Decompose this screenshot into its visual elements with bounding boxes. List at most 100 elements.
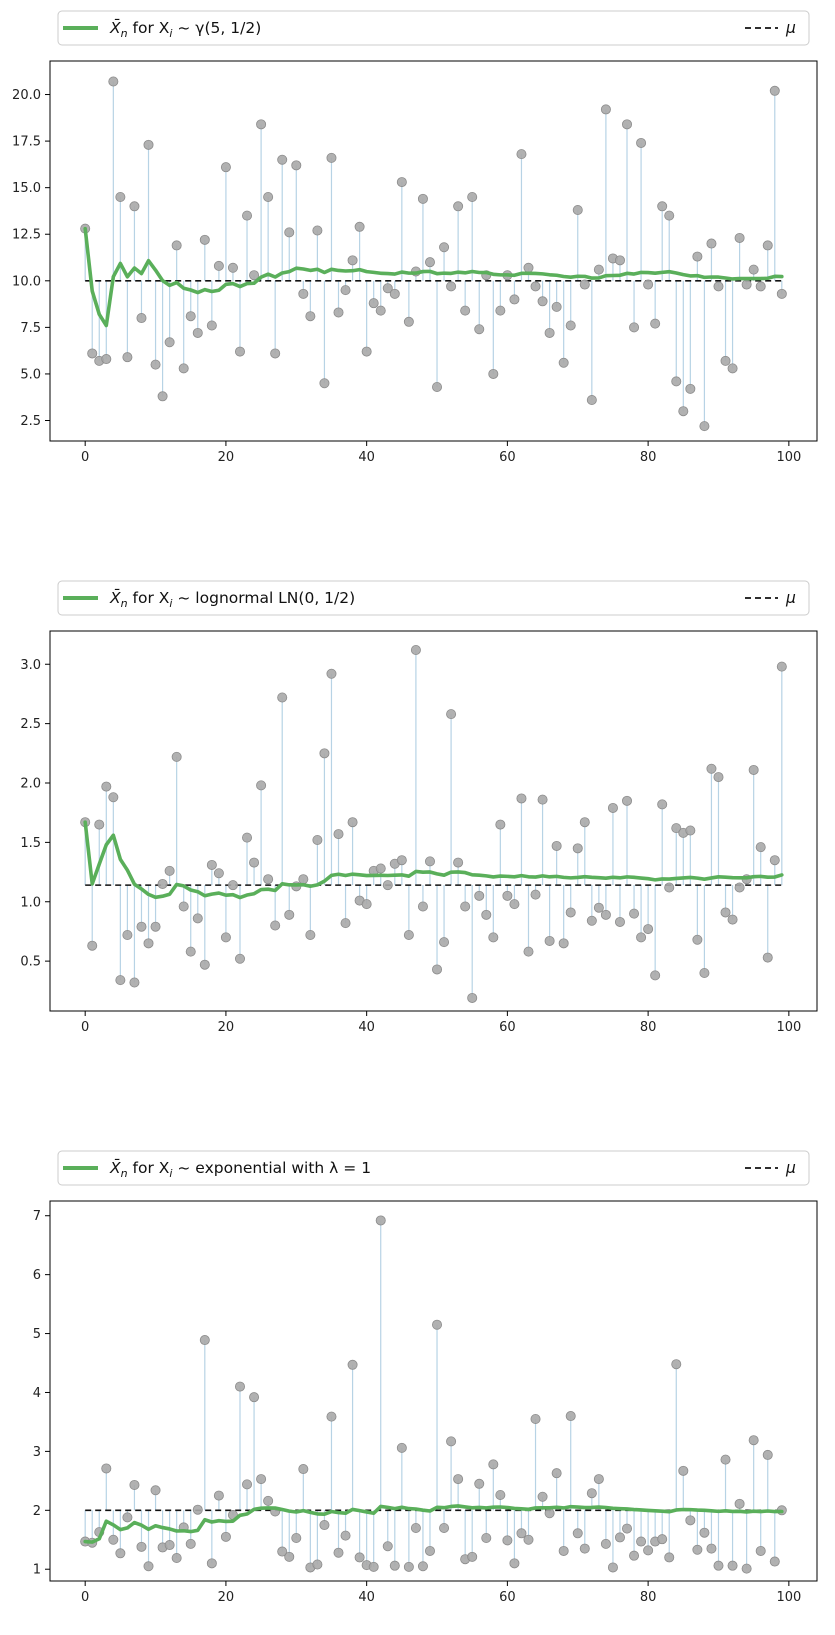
legend-mean-rest: for X xyxy=(128,589,170,607)
running-mean-line xyxy=(83,1504,784,1544)
sample-point xyxy=(629,1550,640,1561)
sample-point xyxy=(776,288,787,299)
sample-point xyxy=(220,932,231,943)
legend-distribution: ~ γ(5, 1/2) xyxy=(172,19,261,37)
sample-point xyxy=(495,819,506,830)
sample-point xyxy=(333,829,344,840)
y-tick-label: 7 xyxy=(33,1209,41,1224)
sample-point xyxy=(720,907,731,918)
legend-mean-rest: for X xyxy=(128,1159,170,1177)
x-tick-label: 80 xyxy=(640,450,657,465)
y-tick-label: 0.5 xyxy=(20,955,41,970)
sample-point xyxy=(530,889,541,900)
x-tick-label: 80 xyxy=(640,1020,657,1035)
legend-sub-i: i xyxy=(169,27,172,40)
sample-point xyxy=(256,119,267,130)
x-tick-label: 100 xyxy=(776,1020,801,1035)
sample-point xyxy=(312,225,323,236)
ticks: 0 20 40 60 80 100 1 2 3 4 5 6 7 xyxy=(33,1209,802,1605)
sample-point xyxy=(467,1551,478,1562)
sample-point xyxy=(530,1413,541,1424)
x-tick-label: 100 xyxy=(776,450,801,465)
sample-point xyxy=(579,817,590,828)
sample-point xyxy=(403,930,414,941)
sample-point xyxy=(769,855,780,866)
sample-point xyxy=(671,823,682,834)
sample-point xyxy=(706,238,717,249)
sample-point xyxy=(537,296,548,307)
ticks: 0 20 40 60 80 100 2.5 5.0 7.5 10.0 12.5 15.0 17.5 20.… xyxy=(12,88,801,465)
sample-point xyxy=(333,307,344,318)
sample-point xyxy=(593,264,604,275)
sample-point xyxy=(685,825,696,836)
sample-point xyxy=(206,1558,217,1569)
sample-point xyxy=(643,1545,654,1556)
sample-point xyxy=(396,855,407,866)
sample-point xyxy=(227,262,238,273)
axes-frame xyxy=(49,630,818,1012)
sample-point xyxy=(108,1534,119,1545)
sample-point xyxy=(502,890,513,901)
sample-point xyxy=(776,661,787,672)
y-tick-label: 2.0 xyxy=(20,777,41,792)
sample-point xyxy=(284,227,295,238)
sample-point xyxy=(263,191,274,202)
sample-point xyxy=(340,1530,351,1541)
sample-point xyxy=(382,283,393,294)
legend-sub-n: n xyxy=(121,597,128,610)
legend: X̄n for Xi ~ exponential with λ = 1 μ xyxy=(57,1150,810,1186)
y-tick-label: 20.0 xyxy=(12,88,41,103)
sample-point xyxy=(234,1381,245,1392)
x-tick-label: 40 xyxy=(358,450,375,465)
sample-point xyxy=(143,1561,154,1572)
sample-point xyxy=(727,914,738,925)
sample-point xyxy=(354,221,365,232)
sample-point xyxy=(727,1560,738,1571)
panel-exponential: X̄n for Xi ~ exponential with λ = 1 μ 0 20 4… xyxy=(33,1150,818,1605)
panel-gamma: X̄n for Xi ~ γ(5, 1/2) μ 0 20 40 60 80 100 2.5 5.… xyxy=(12,10,818,465)
sample-point xyxy=(495,1489,506,1500)
sample-point xyxy=(474,324,485,335)
sample-point xyxy=(734,232,745,243)
y-tick-label: 12.5 xyxy=(12,228,41,243)
legend-mean-label: X̄n for Xi ~ lognormal LN(0, 1/2) xyxy=(109,588,355,610)
sample-point xyxy=(481,1532,492,1543)
y-tick-label: 17.5 xyxy=(12,135,41,150)
sample-point xyxy=(446,1436,457,1447)
sample-point xyxy=(572,205,583,216)
sample-point xyxy=(227,880,238,891)
sample-point xyxy=(178,363,189,374)
sample-point xyxy=(375,305,386,316)
sample-point xyxy=(509,899,520,910)
y-tick-label: 5 xyxy=(33,1327,41,1342)
legend-xbar-symbol: X̄ xyxy=(109,588,121,607)
sample-point xyxy=(185,1538,196,1549)
y-tick-label: 10.0 xyxy=(12,274,41,289)
sample-point xyxy=(270,348,281,359)
sample-point xyxy=(136,1541,147,1552)
sample-point xyxy=(650,318,661,329)
sample-point xyxy=(755,1545,766,1556)
legend-distribution: ~ lognormal LN(0, 1/2) xyxy=(172,589,355,607)
sample-point xyxy=(516,793,527,804)
sample-point xyxy=(558,357,569,368)
sample-point xyxy=(593,902,604,913)
sample-point xyxy=(741,279,752,290)
sample-point xyxy=(171,1553,182,1564)
sample-point xyxy=(192,913,203,924)
sample-point xyxy=(136,313,147,324)
sample-point xyxy=(192,327,203,338)
sample-point xyxy=(537,1491,548,1502)
sample-point xyxy=(523,946,534,957)
sample-point xyxy=(424,257,435,268)
sample-point xyxy=(122,1512,133,1523)
sample-point xyxy=(305,930,316,941)
sample-point xyxy=(382,880,393,891)
sample-point xyxy=(467,992,478,1003)
sample-point xyxy=(678,406,689,417)
sample-point xyxy=(424,1545,435,1556)
sample-point xyxy=(382,1541,393,1552)
sample-point xyxy=(530,281,541,292)
sample-point xyxy=(410,645,421,656)
sample-point xyxy=(319,378,330,389)
